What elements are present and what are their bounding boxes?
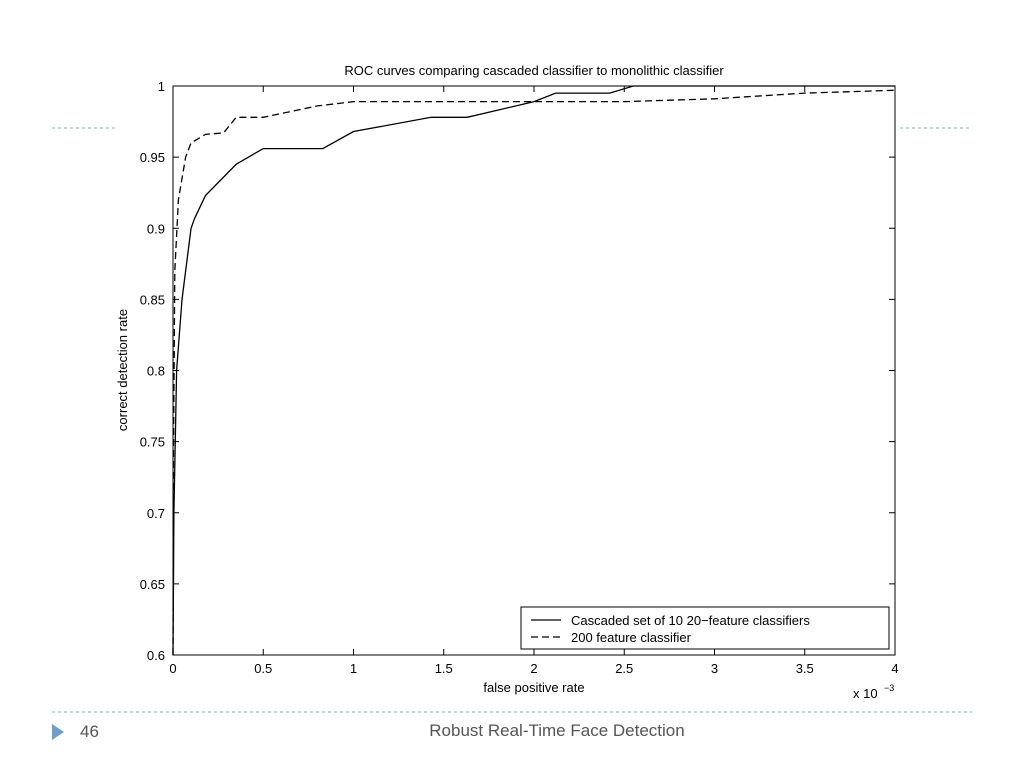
x-multiplier-exponent: −3 <box>884 683 894 693</box>
y-tick-label: 0.65 <box>140 577 165 592</box>
x-tick-label: 1.5 <box>435 661 453 676</box>
series-line <box>172 85 895 656</box>
y-axis-label: correct detection rate <box>115 309 130 431</box>
x-tick-label: 2.5 <box>615 661 633 676</box>
x-tick-label: 1 <box>350 661 357 676</box>
y-tick-label: 1 <box>158 79 165 94</box>
x-axis-label: false positive rate <box>483 680 584 695</box>
series-line <box>172 89 896 656</box>
legend-label: 200 feature classifier <box>571 630 692 645</box>
x-tick-label: 2 <box>530 661 537 676</box>
y-tick-label: 0.85 <box>140 292 165 307</box>
x-tick-label: 4 <box>891 661 898 676</box>
x-tick-label: 3.5 <box>796 661 814 676</box>
y-tick-label: 0.7 <box>147 506 165 521</box>
x-tick-label: 3 <box>711 661 718 676</box>
x-tick-label: 0.5 <box>254 661 272 676</box>
bullet-icon <box>52 724 64 740</box>
y-tick-label: 0.75 <box>140 435 165 450</box>
y-tick-label: 0.8 <box>147 364 165 379</box>
chart-title: ROC curves comparing cascaded classifier… <box>344 63 724 78</box>
y-tick-label: 0.9 <box>147 221 165 236</box>
footer-title: Robust Real-Time Face Detection <box>429 721 684 740</box>
legend-label: Cascaded set of 10 20−feature classifier… <box>571 613 810 628</box>
legend-box <box>520 606 890 650</box>
y-tick-label: 0.95 <box>140 150 165 165</box>
page-number: 46 <box>80 722 99 741</box>
x-multiplier: x 10 <box>853 686 878 701</box>
plot-frame <box>172 85 896 656</box>
y-tick-label: 0.6 <box>147 648 165 663</box>
x-tick-label: 0 <box>169 661 176 676</box>
